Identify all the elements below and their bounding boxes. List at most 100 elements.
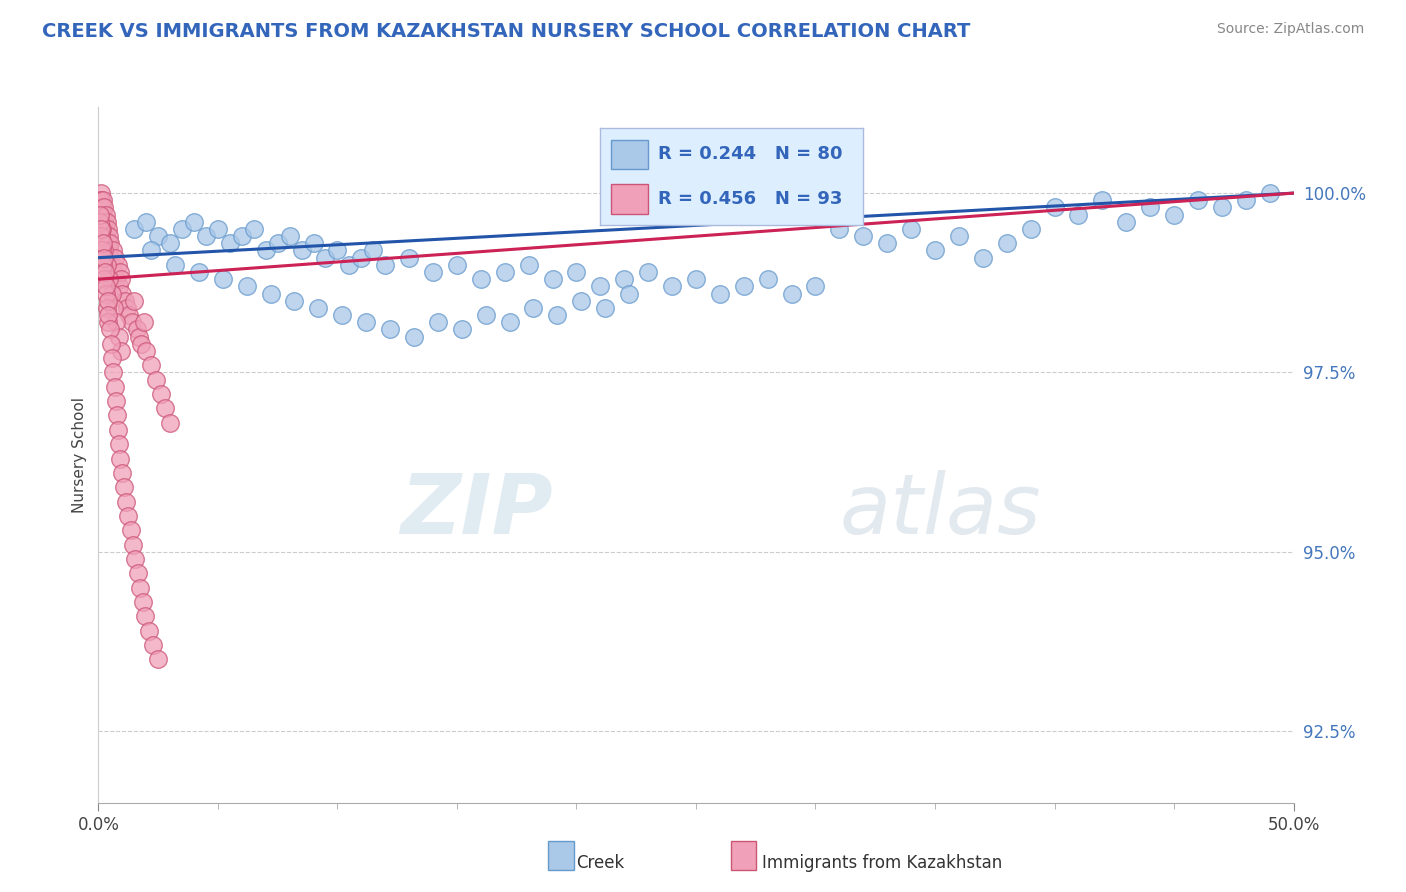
Point (131, 336, 153, 351)
Point (259, 286, 281, 301)
Point (101, 351, 124, 365)
Point (159, 416, 181, 430)
Point (1234, 194, 1257, 208)
Point (231, 229, 253, 244)
Point (129, 581, 152, 595)
Point (111, 466, 134, 480)
Text: atlas: atlas (839, 470, 1040, 551)
Point (105, 272, 128, 286)
Point (337, 258, 360, 272)
Point (733, 279, 755, 293)
Point (96, 215, 118, 229)
Point (593, 301, 616, 315)
Point (1067, 208, 1090, 222)
Point (91, 222, 114, 236)
Point (589, 279, 612, 293)
Point (97, 315, 120, 329)
Point (498, 315, 520, 329)
Point (107, 329, 129, 343)
Point (98, 272, 121, 286)
Point (378, 322, 401, 336)
Point (115, 301, 138, 315)
Point (780, 286, 803, 301)
Point (104, 251, 127, 265)
Point (422, 265, 444, 279)
Point (93, 244, 115, 258)
Point (354, 315, 377, 329)
Text: Source: ZipAtlas.com: Source: ZipAtlas.com (1216, 22, 1364, 37)
Point (122, 538, 145, 552)
Point (105, 315, 128, 329)
Point (290, 244, 312, 258)
Point (852, 229, 875, 244)
Point (876, 236, 898, 251)
Y-axis label: Nursery School: Nursery School (72, 397, 87, 513)
Point (474, 308, 496, 322)
Point (1163, 208, 1185, 222)
Text: Immigrants from Kazakhstan: Immigrants from Kazakhstan (762, 854, 1002, 871)
Point (98, 251, 121, 265)
Point (207, 222, 229, 236)
Point (522, 301, 544, 315)
Point (121, 315, 143, 329)
Text: R = 0.244   N = 80: R = 0.244 N = 80 (658, 145, 842, 163)
Point (94, 222, 117, 236)
Point (1115, 215, 1137, 229)
Point (89, 208, 111, 222)
Point (104, 380, 127, 394)
Point (900, 222, 922, 236)
Point (114, 293, 136, 308)
Point (107, 279, 129, 293)
Point (97, 244, 120, 258)
Point (924, 244, 946, 258)
Point (470, 272, 492, 286)
Point (93, 201, 115, 215)
Point (194, 229, 217, 244)
Point (90, 194, 112, 208)
Point (254, 244, 277, 258)
Point (91, 201, 114, 215)
Point (117, 508, 139, 523)
Point (112, 480, 135, 494)
Point (756, 272, 779, 286)
Point (108, 437, 131, 451)
Point (315, 251, 337, 265)
Point (402, 329, 425, 343)
Point (804, 279, 827, 293)
Point (100, 286, 122, 301)
Point (94, 279, 117, 293)
Bar (610, 185, 648, 213)
Point (107, 258, 129, 272)
Point (211, 272, 233, 286)
Point (103, 265, 125, 279)
Point (242, 222, 264, 236)
Point (235, 279, 257, 293)
Point (96, 229, 118, 244)
Point (94, 265, 117, 279)
Point (135, 343, 157, 358)
Point (972, 251, 994, 265)
Point (98, 236, 122, 251)
Point (90, 229, 112, 244)
Point (96, 293, 118, 308)
Point (517, 258, 540, 272)
Point (183, 215, 205, 229)
Point (1091, 194, 1114, 208)
Point (374, 258, 396, 272)
Point (91, 258, 114, 272)
Point (101, 244, 124, 258)
Point (91, 236, 114, 251)
Point (96, 258, 118, 272)
Point (1043, 201, 1066, 215)
Point (613, 272, 636, 286)
Point (91, 244, 114, 258)
Point (110, 343, 132, 358)
Point (98, 322, 121, 336)
Point (139, 358, 162, 372)
Point (118, 308, 141, 322)
Point (148, 229, 170, 244)
Point (142, 638, 165, 652)
Text: R = 0.456   N = 93: R = 0.456 N = 93 (658, 190, 842, 208)
Point (105, 409, 128, 423)
Point (139, 244, 162, 258)
